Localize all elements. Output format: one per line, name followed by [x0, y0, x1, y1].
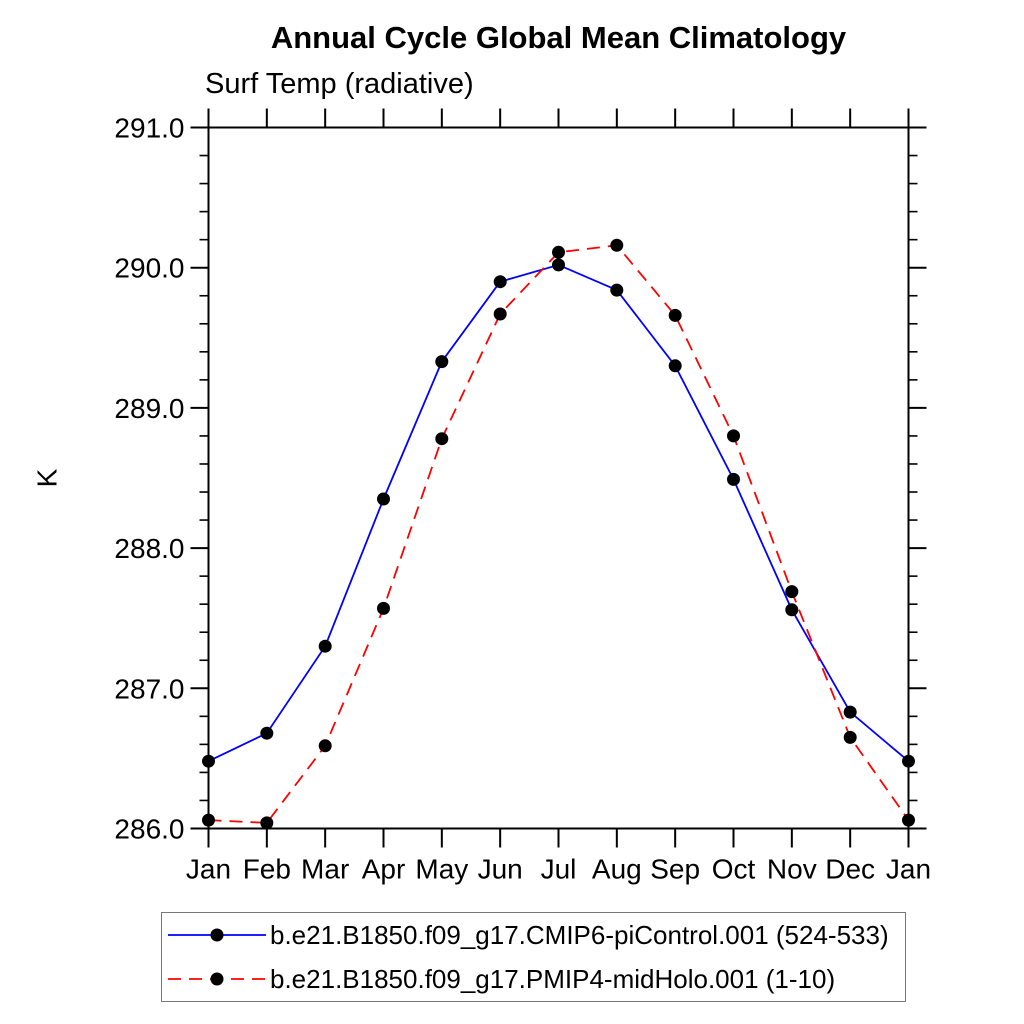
series-0-marker-icon [552, 258, 565, 272]
chart-subtitle: Surf Temp (radiative) [205, 68, 474, 100]
series-1-marker-icon [493, 307, 507, 321]
y-tick-label: 290.0 [114, 253, 184, 284]
x-tick-label: Jan [886, 854, 931, 885]
series-0-marker-icon [727, 472, 740, 486]
chart-title: Annual Cycle Global Mean Climatology [270, 20, 847, 55]
series-1-marker-icon [435, 432, 449, 446]
y-tick-label: 286.0 [114, 814, 184, 845]
x-tick-label: Apr [362, 854, 406, 885]
series-0-marker-icon [318, 639, 332, 653]
legend-row-picontrol: b.e21.B1850.f09_g17.CMIP6-piControl.001 … [162, 913, 905, 957]
series-0-marker-icon [202, 754, 215, 768]
series-1-marker-icon [785, 585, 799, 599]
legend-marker-1-icon [210, 972, 224, 986]
legend-label-picontrol: b.e21.B1850.f09_g17.CMIP6-piControl.001 … [270, 919, 889, 950]
series-line-1 [208, 244, 910, 824]
y-tick-label: 289.0 [114, 393, 184, 424]
series-0-marker-icon [610, 283, 624, 297]
series-0-marker-icon [493, 275, 507, 289]
x-tick-label: Feb [243, 854, 291, 885]
series-0-marker-icon [377, 492, 390, 506]
series-1-marker-icon [202, 813, 215, 827]
x-tick-label: Nov [767, 854, 817, 885]
series-line-0 [208, 263, 910, 763]
x-tick-label: Aug [592, 854, 642, 885]
series-1-marker-icon [727, 429, 740, 443]
series-0-marker-icon [435, 355, 449, 369]
series-0-marker-icon [668, 359, 682, 373]
series-0-marker-icon [902, 754, 915, 768]
legend-marker-0-icon [210, 928, 224, 942]
y-tick-label: 288.0 [114, 533, 184, 564]
series-0-marker-icon [843, 705, 857, 719]
x-tick-label: May [415, 854, 468, 885]
x-tick-label: Mar [301, 854, 349, 885]
series-1-marker-icon [552, 245, 565, 259]
legend-row-midholo: b.e21.B1850.f09_g17.PMIP4-midHolo.001 (1… [162, 957, 905, 1001]
x-tick-label: Oct [712, 854, 756, 885]
y-tick-label: 291.0 [114, 113, 184, 144]
legend-sample-picontrol-line-marker-icon [168, 928, 266, 942]
x-tick-label: Dec [825, 854, 875, 885]
legend-sample-midholo-line-marker-icon [168, 972, 266, 986]
x-tick-label: Sep [650, 854, 700, 885]
series-1-marker-icon [377, 601, 390, 615]
plot-frame [207, 126, 910, 830]
legend-label-midholo: b.e21.B1850.f09_g17.PMIP4-midHolo.001 (1… [270, 963, 836, 994]
series-0-marker-icon [260, 726, 274, 740]
series-1-marker-icon [610, 238, 624, 252]
series-1-marker-icon [843, 730, 857, 744]
series-1-marker-icon [902, 813, 915, 827]
x-tick-label: Jan [186, 854, 231, 885]
x-tick-label: Jun [478, 854, 523, 885]
series-0-marker-icon [785, 603, 799, 617]
legend-box: b.e21.B1850.f09_g17.CMIP6-piControl.001 … [161, 912, 906, 1002]
series-1-marker-icon [668, 308, 682, 322]
series-1-marker-icon [260, 816, 274, 830]
x-tick-label: Jul [541, 854, 577, 885]
y-tick-label: 287.0 [114, 673, 184, 704]
series-1-marker-icon [318, 739, 332, 753]
